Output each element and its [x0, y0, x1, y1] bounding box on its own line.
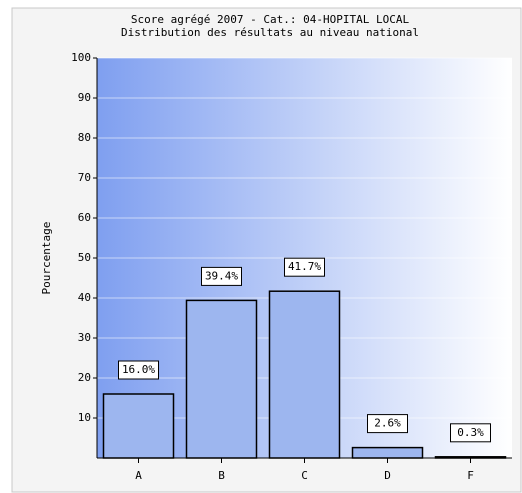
- y-tick-label: 30: [78, 331, 91, 344]
- value-label: 41.7%: [288, 260, 321, 273]
- y-tick-label: 60: [78, 211, 91, 224]
- x-tick-label: F: [467, 469, 474, 482]
- y-tick-label: 100: [71, 51, 91, 64]
- value-label-box: [284, 257, 325, 277]
- value-label-box: [201, 266, 242, 286]
- bar: [185, 299, 258, 459]
- y-tick-label: 20: [78, 371, 91, 384]
- y-tick-label: 80: [78, 131, 91, 144]
- y-axis-label: Pourcentage: [40, 222, 53, 295]
- value-label-box: [450, 423, 491, 443]
- chart-title: Score agrégé 2007 - Cat.: 04-HOPITAL LOC…: [131, 13, 410, 26]
- bar: [268, 290, 341, 459]
- x-tick-label: B: [218, 469, 225, 482]
- value-label: 0.3%: [457, 426, 484, 439]
- value-label-box: [367, 414, 408, 434]
- x-tick-label: C: [301, 469, 308, 482]
- value-label: 39.4%: [205, 269, 238, 282]
- value-label-box: [118, 360, 159, 380]
- value-label: 16.0%: [122, 363, 155, 376]
- y-tick-label: 10: [78, 411, 91, 424]
- value-label: 2.6%: [374, 417, 401, 430]
- y-tick-label: 40: [78, 291, 91, 304]
- y-tick-label: 50: [78, 251, 91, 264]
- x-tick-label: A: [135, 469, 142, 482]
- y-tick-label: 70: [78, 171, 91, 184]
- bar: [351, 446, 424, 459]
- chart-subtitle: Distribution des résultats au niveau nat…: [121, 26, 419, 39]
- y-tick-label: 90: [78, 91, 91, 104]
- bar: [102, 393, 175, 459]
- x-tick-label: D: [384, 469, 391, 482]
